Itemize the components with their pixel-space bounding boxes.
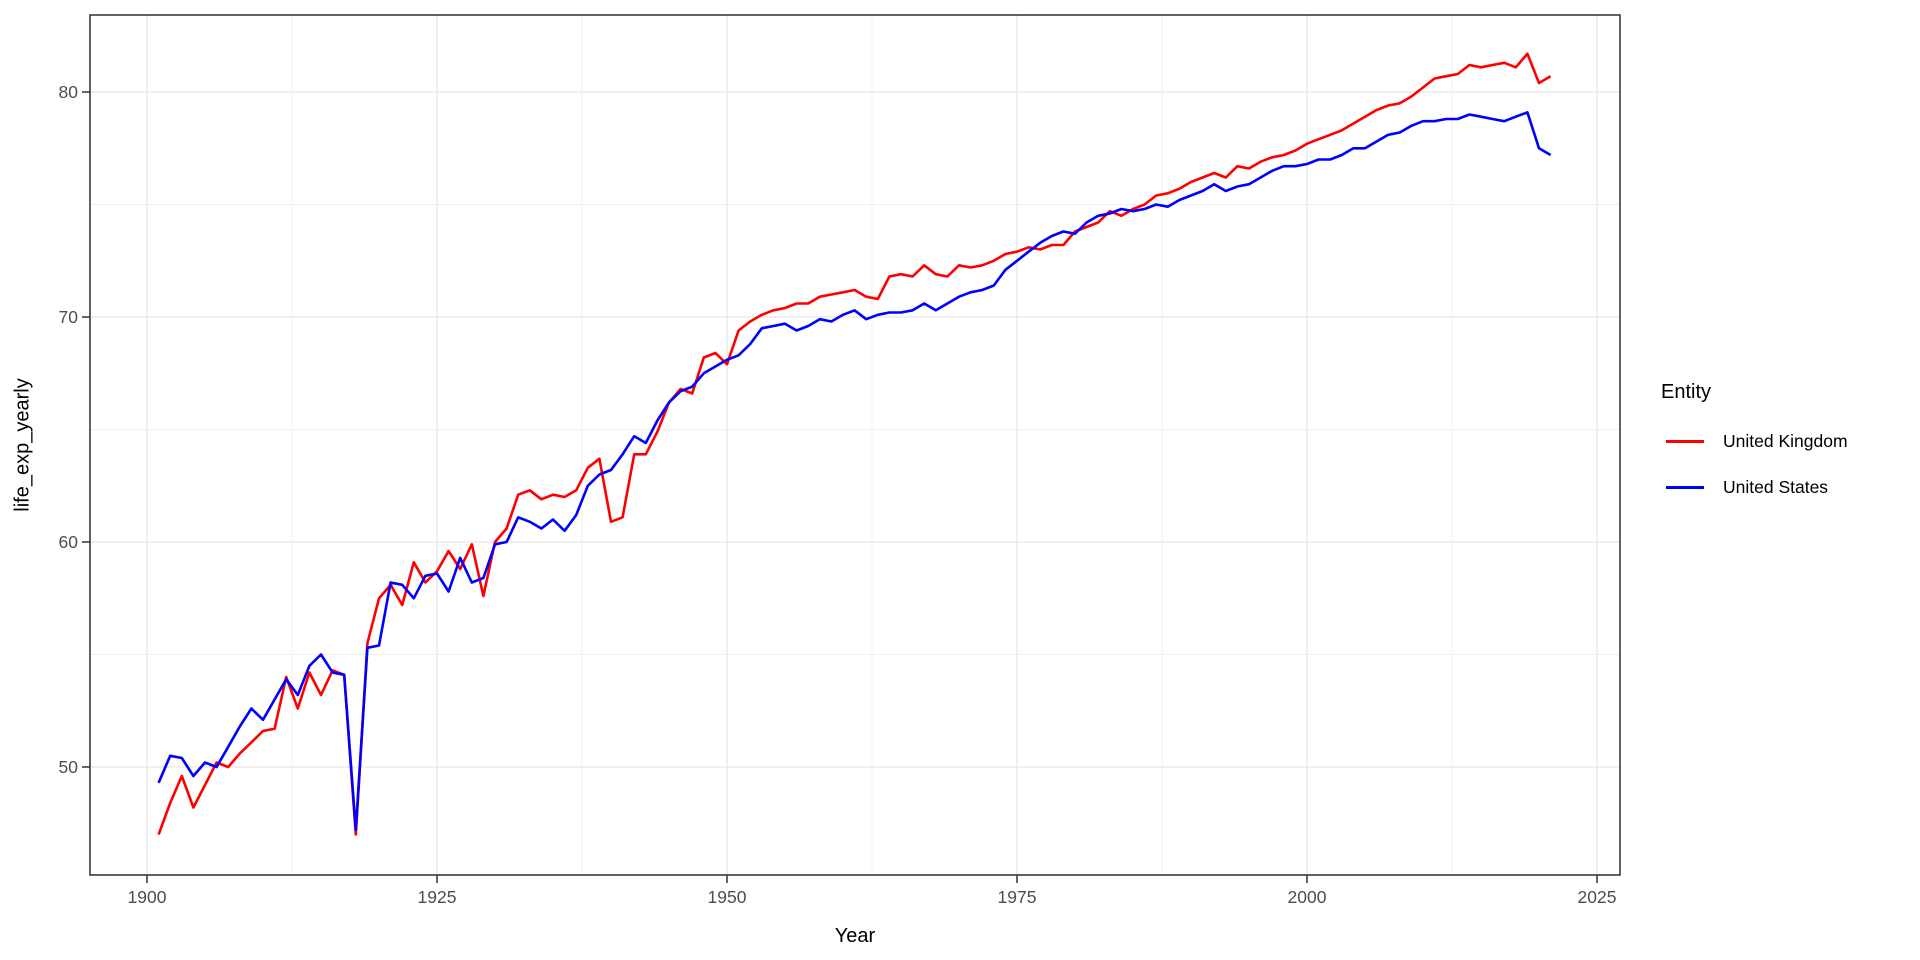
svg-text:2025: 2025 bbox=[1578, 887, 1617, 907]
legend: Entity United Kingdom United States bbox=[1661, 381, 1848, 522]
svg-text:1975: 1975 bbox=[998, 887, 1037, 907]
legend-label: United Kingdom bbox=[1723, 431, 1848, 451]
legend-item-united-states: United States bbox=[1666, 476, 1848, 499]
svg-text:80: 80 bbox=[59, 82, 79, 102]
legend-title: Entity bbox=[1661, 381, 1712, 403]
x-axis-title: Year bbox=[834, 925, 876, 947]
y-axis-title: life_exp_yearly bbox=[11, 378, 34, 512]
svg-text:1925: 1925 bbox=[418, 887, 457, 907]
svg-text:70: 70 bbox=[59, 307, 79, 327]
svg-text:1950: 1950 bbox=[708, 887, 747, 907]
legend-label: United States bbox=[1723, 477, 1829, 497]
united-kingdom-line-key-icon bbox=[1666, 440, 1704, 443]
svg-text:60: 60 bbox=[59, 532, 79, 552]
svg-text:2000: 2000 bbox=[1288, 887, 1327, 907]
united-states-line-key-icon bbox=[1666, 486, 1704, 489]
legend-item-united-kingdom: United Kingdom bbox=[1666, 430, 1848, 453]
svg-text:1900: 1900 bbox=[128, 887, 167, 907]
svg-text:50: 50 bbox=[59, 757, 79, 777]
